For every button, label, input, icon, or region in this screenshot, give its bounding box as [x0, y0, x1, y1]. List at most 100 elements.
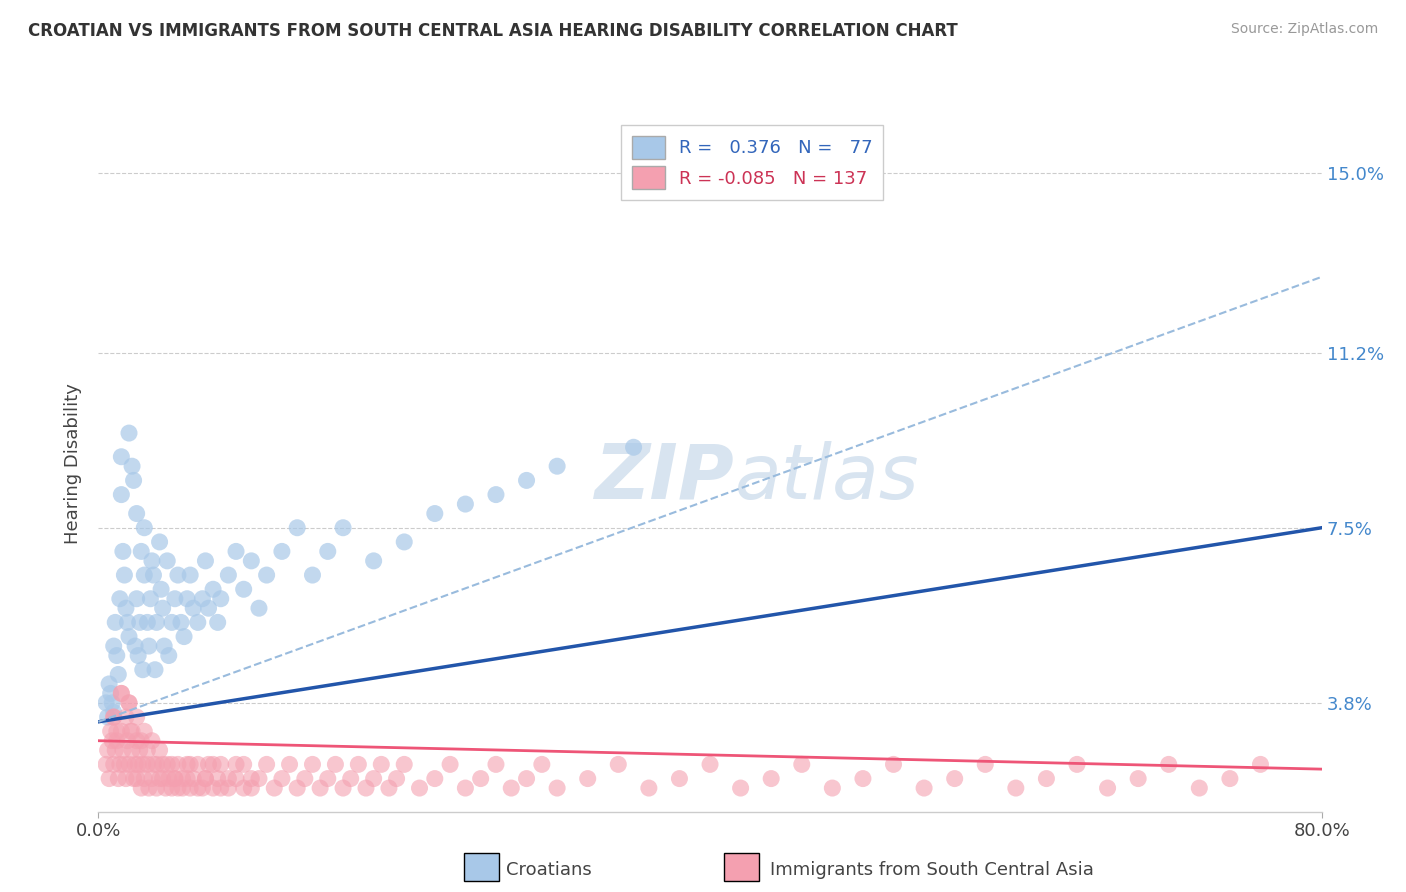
Point: [332, 780, 354, 795]
Point: [136, 615, 159, 630]
Point: [943, 772, 966, 786]
Point: [576, 772, 599, 786]
Point: [790, 757, 813, 772]
Point: [194, 772, 217, 786]
Point: [240, 780, 263, 795]
Point: [256, 757, 278, 772]
Point: [232, 757, 254, 772]
Point: [852, 772, 875, 786]
Text: ZIP: ZIP: [595, 441, 734, 515]
Point: [136, 743, 159, 757]
Point: [1097, 780, 1119, 795]
Point: [121, 459, 143, 474]
Point: [117, 733, 139, 747]
Point: [105, 733, 128, 747]
Point: [141, 554, 163, 568]
Point: [191, 591, 214, 606]
Point: [637, 780, 661, 795]
Point: [263, 780, 285, 795]
Point: [138, 639, 160, 653]
Point: [423, 507, 446, 521]
Point: [117, 615, 139, 630]
Point: [1188, 780, 1211, 795]
Point: [129, 544, 152, 558]
Point: [209, 591, 232, 606]
Point: [546, 780, 568, 795]
Point: [278, 757, 301, 772]
Point: [363, 554, 385, 568]
Point: [152, 757, 174, 772]
Point: [209, 780, 232, 795]
Point: [136, 757, 159, 772]
Point: [132, 663, 155, 677]
Point: [115, 601, 138, 615]
Point: [759, 772, 782, 786]
Point: [111, 544, 134, 558]
Point: [141, 772, 163, 786]
Point: [385, 772, 408, 786]
Point: [191, 780, 214, 795]
Point: [821, 780, 844, 795]
Point: [207, 772, 229, 786]
Point: [217, 568, 239, 582]
Point: [167, 780, 190, 795]
Point: [247, 601, 270, 615]
Point: [187, 757, 209, 772]
Point: [194, 554, 217, 568]
Point: [110, 686, 132, 700]
Point: [179, 568, 201, 582]
Point: [883, 757, 905, 772]
Point: [607, 757, 630, 772]
Point: [143, 663, 166, 677]
Point: [546, 459, 568, 474]
Point: [530, 757, 553, 772]
Point: [225, 772, 247, 786]
Point: [112, 568, 135, 582]
Point: [110, 450, 132, 464]
Point: [105, 724, 128, 739]
Point: [194, 772, 217, 786]
Point: [152, 601, 174, 615]
Point: [115, 772, 138, 786]
Point: [103, 710, 125, 724]
Point: [124, 757, 146, 772]
Point: [160, 615, 183, 630]
Point: [172, 772, 194, 786]
Point: [112, 757, 135, 772]
Point: [142, 568, 165, 582]
Point: [197, 757, 219, 772]
Point: [181, 601, 204, 615]
Point: [332, 521, 354, 535]
Point: [121, 743, 143, 757]
Point: [423, 772, 446, 786]
Point: [145, 757, 167, 772]
Point: [103, 710, 125, 724]
Point: [285, 521, 308, 535]
Point: [127, 757, 149, 772]
Point: [118, 757, 141, 772]
Point: [121, 724, 143, 739]
Point: [454, 780, 477, 795]
Point: [160, 780, 183, 795]
Point: [153, 639, 176, 653]
Point: [187, 780, 209, 795]
Point: [294, 772, 316, 786]
Point: [111, 743, 134, 757]
Point: [370, 757, 392, 772]
Point: [110, 686, 132, 700]
Point: [124, 639, 146, 653]
Point: [107, 772, 129, 786]
Point: [309, 780, 332, 795]
Point: [104, 743, 127, 757]
Point: [145, 615, 167, 630]
Point: [141, 733, 163, 747]
Point: [354, 780, 377, 795]
Point: [103, 757, 125, 772]
Point: [98, 772, 121, 786]
Point: [104, 615, 127, 630]
Point: [97, 743, 120, 757]
Point: [105, 648, 128, 663]
Point: [209, 757, 232, 772]
Point: [163, 772, 186, 786]
Point: [501, 780, 523, 795]
